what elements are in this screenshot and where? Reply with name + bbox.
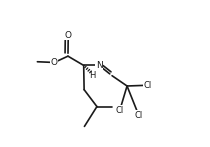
Text: H: H bbox=[89, 71, 96, 80]
Text: O: O bbox=[51, 58, 58, 67]
Text: Cl: Cl bbox=[135, 111, 143, 120]
Text: N: N bbox=[96, 61, 102, 70]
Text: Cl: Cl bbox=[143, 81, 152, 90]
Text: O: O bbox=[65, 31, 72, 40]
Text: Cl: Cl bbox=[116, 106, 124, 115]
